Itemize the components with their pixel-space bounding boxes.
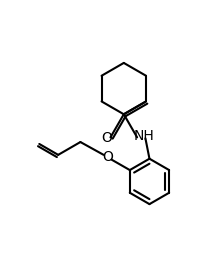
Text: O: O (102, 131, 112, 145)
Text: NH: NH (134, 129, 154, 143)
Text: O: O (102, 150, 113, 164)
